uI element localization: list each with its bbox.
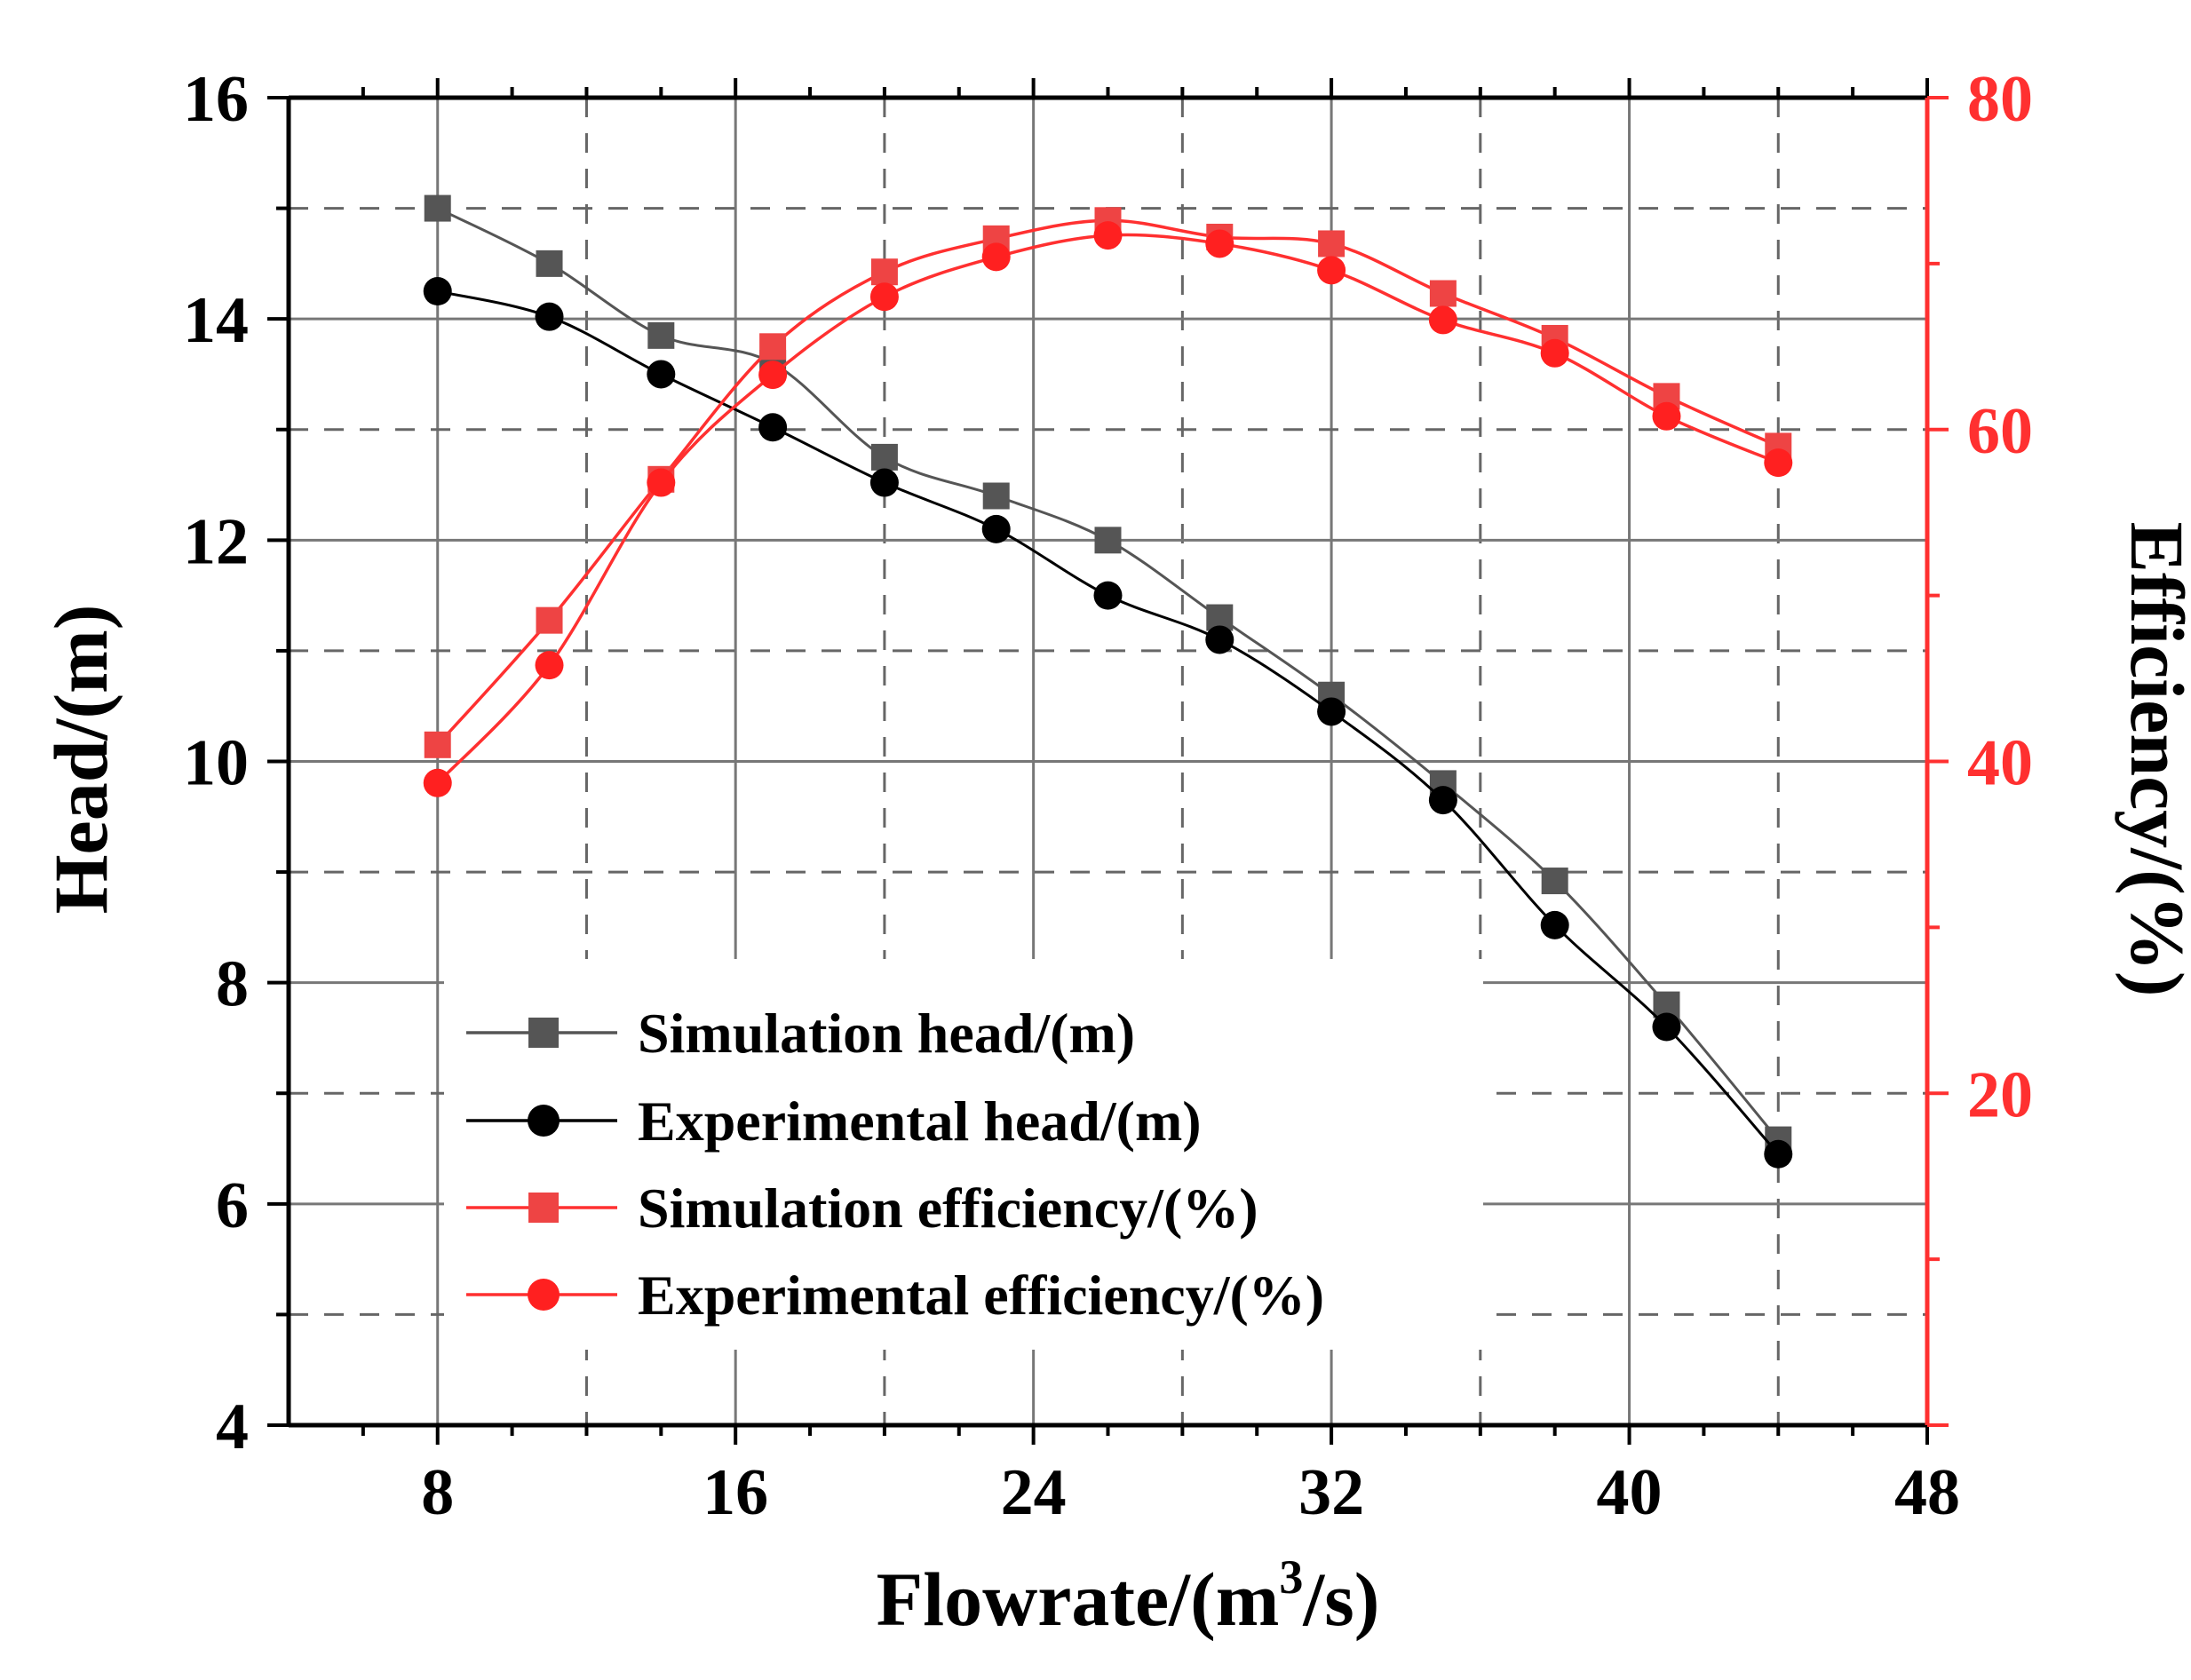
data-point [1652,401,1681,431]
data-point [1652,1012,1681,1042]
y-left-tick-label: 12 [183,505,249,578]
data-point [869,468,899,497]
data-point [1317,256,1346,285]
legend-item-experimental-efficiency: Experimental efficiency/(%) [466,1264,1324,1327]
y-left-tick-label: 10 [183,727,249,800]
data-point [1540,910,1569,939]
data-point [1540,338,1569,368]
series-experimental-efficiency [423,221,1793,797]
data-point [424,731,451,758]
legend-item-experimental-head: Experimental head/(m) [466,1090,1202,1153]
series-simulation-efficiency [424,207,1792,758]
data-point [647,321,675,349]
legend-box [444,959,1483,1350]
legend-swatch-marker [528,1279,560,1311]
data-point [535,651,564,680]
data-point [535,302,564,331]
legend-label: Simulation efficiency/(%) [638,1177,1258,1240]
legend-label: Experimental head/(m) [638,1090,1202,1153]
legend-item-simulation-head: Simulation head/(m) [466,1002,1135,1065]
data-point [759,333,787,361]
data-point [647,468,676,497]
y-left-tick-label: 14 [183,284,249,357]
y-left-tick-label: 8 [216,948,249,1021]
data-point [758,413,788,442]
series-experimental-head [423,277,1793,1169]
data-point [869,282,899,312]
data-point [536,250,563,277]
data-point [981,242,1011,272]
plot-series [423,194,1793,1169]
data-point [982,482,1010,510]
y-right-tick-label: 80 [1967,63,2033,136]
legend-label: Simulation head/(m) [638,1002,1135,1065]
data-point [423,768,452,797]
data-point [536,606,563,634]
y-right-tick-label: 40 [1967,727,2033,800]
data-point [870,443,898,471]
data-point [870,258,898,286]
data-point [647,360,676,389]
y-right-tick-label: 20 [1967,1058,2033,1131]
legend-swatch-marker [528,1105,560,1137]
y-right-tick-label: 60 [1967,395,2033,468]
legend-swatch-marker [528,1193,559,1223]
data-point [1205,625,1234,654]
series-line [436,218,1779,746]
x-tick-label: 8 [421,1456,454,1529]
x-tick-label: 48 [1894,1456,1960,1529]
x-tick-label: 24 [1001,1456,1067,1529]
axes: 8 16 24 32 40 48 4 6 8 10 12 14 16 20 40 60 80 [183,63,2033,1529]
legend: Simulation head/(m) Experimental head/(m)… [444,959,1483,1350]
data-point [1764,1139,1793,1169]
x-tick-label: 32 [1298,1456,1364,1529]
x-axis-title: Flowrate/(m3/s) [877,1550,1380,1642]
y-left-tick-label: 4 [216,1391,249,1463]
data-point [1317,697,1346,726]
y-left-tick-label: 16 [183,63,249,136]
legend-label: Experimental efficiency/(%) [638,1264,1324,1327]
y-axis-left-title: Head/(m) [38,605,123,915]
data-point [1541,868,1568,895]
data-point [1764,448,1793,478]
data-point [1428,786,1457,815]
y-left-tick-label: 6 [216,1169,249,1242]
legend-item-simulation-efficiency: Simulation efficiency/(%) [466,1177,1258,1240]
data-point [1093,221,1123,250]
data-point [1429,280,1457,307]
x-tick-label: 40 [1597,1456,1663,1529]
legend-swatch-marker [528,1018,559,1048]
data-point [1428,305,1457,335]
axis-labels: Flowrate/(m3/s) Head/(m) Efficiency/(%) [38,522,2191,1642]
y-axis-right-title: Efficiency/(%) [2115,522,2191,997]
data-point [758,361,788,390]
data-point [1318,230,1346,258]
data-point [424,194,451,222]
x-tick-label: 16 [703,1456,768,1529]
data-point [1094,527,1122,554]
data-point [981,514,1011,543]
data-point [1205,229,1234,258]
data-point [423,277,452,306]
data-point [1093,581,1123,610]
